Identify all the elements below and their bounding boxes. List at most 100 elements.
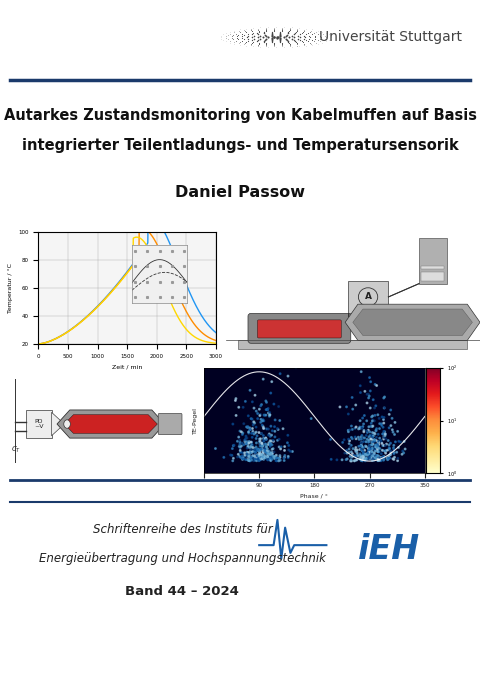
Point — [371, 379, 379, 390]
Point — [262, 432, 270, 443]
Point — [358, 454, 365, 464]
Point — [344, 425, 352, 436]
Point — [371, 415, 378, 426]
Point — [381, 430, 389, 441]
Point — [262, 439, 269, 449]
Point — [373, 450, 381, 461]
Point — [247, 413, 255, 424]
Point — [243, 449, 251, 460]
Point — [357, 387, 364, 398]
Point — [359, 454, 366, 464]
Point — [240, 402, 247, 413]
Point — [254, 445, 262, 456]
Point — [381, 446, 389, 457]
Point — [374, 446, 382, 457]
Point — [270, 452, 277, 463]
Point — [374, 454, 382, 465]
Point — [277, 441, 285, 452]
Point — [260, 453, 268, 464]
Point — [264, 338, 271, 349]
Point — [257, 454, 264, 464]
Point — [241, 396, 249, 407]
Point — [354, 449, 361, 460]
Point — [358, 430, 366, 441]
Point — [236, 443, 244, 454]
Point — [394, 426, 401, 437]
Point — [251, 444, 259, 455]
Point — [252, 452, 260, 463]
Point — [366, 430, 374, 441]
Point — [271, 453, 278, 464]
Point — [265, 428, 273, 439]
Point — [357, 454, 364, 464]
Point — [285, 445, 293, 456]
Point — [279, 424, 287, 434]
Point — [249, 440, 256, 451]
Point — [374, 455, 382, 466]
Point — [247, 441, 254, 452]
Point — [244, 421, 252, 432]
Point — [262, 452, 269, 463]
Point — [391, 452, 398, 462]
Point — [239, 452, 247, 463]
Point — [382, 445, 389, 456]
Point — [378, 411, 386, 422]
Point — [360, 432, 367, 443]
Point — [253, 451, 261, 462]
Point — [341, 447, 348, 458]
Point — [366, 402, 374, 413]
Point — [268, 454, 276, 464]
Point — [263, 434, 270, 445]
Point — [246, 456, 254, 466]
Point — [261, 445, 269, 456]
Point — [268, 430, 276, 441]
Point — [361, 445, 369, 456]
X-axis label: Phase / °: Phase / ° — [300, 494, 328, 498]
Point — [266, 438, 274, 449]
Point — [356, 423, 363, 434]
Point — [281, 445, 288, 456]
Point — [307, 413, 315, 424]
Point — [243, 449, 251, 460]
Point — [352, 442, 360, 453]
Point — [364, 445, 372, 456]
Point — [387, 438, 395, 449]
Point — [261, 452, 268, 462]
Point — [234, 452, 241, 462]
Point — [267, 421, 275, 432]
Point — [243, 454, 251, 465]
Point — [354, 450, 362, 461]
Point — [268, 444, 276, 455]
Point — [239, 438, 246, 449]
Point — [287, 446, 294, 457]
Point — [369, 453, 377, 464]
Point — [389, 427, 397, 438]
Point — [243, 443, 251, 454]
Point — [356, 448, 364, 459]
Text: A: A — [365, 292, 372, 302]
Point — [357, 340, 364, 351]
Point — [273, 452, 281, 463]
Point — [248, 439, 255, 450]
Text: Daniel Passow: Daniel Passow — [175, 185, 305, 200]
Point — [387, 420, 395, 431]
Point — [359, 451, 367, 462]
Point — [357, 437, 365, 448]
Point — [248, 447, 255, 458]
Point — [264, 452, 272, 462]
Point — [375, 437, 383, 447]
Point — [255, 451, 263, 462]
Point — [285, 451, 292, 462]
Point — [252, 452, 260, 463]
Point — [352, 422, 360, 432]
Point — [245, 455, 252, 466]
Point — [368, 411, 375, 422]
Point — [288, 446, 296, 457]
Point — [345, 434, 352, 445]
Point — [284, 370, 292, 381]
Point — [348, 421, 355, 432]
Point — [357, 366, 365, 377]
Point — [382, 434, 390, 445]
Point — [264, 452, 272, 462]
Point — [370, 447, 378, 458]
